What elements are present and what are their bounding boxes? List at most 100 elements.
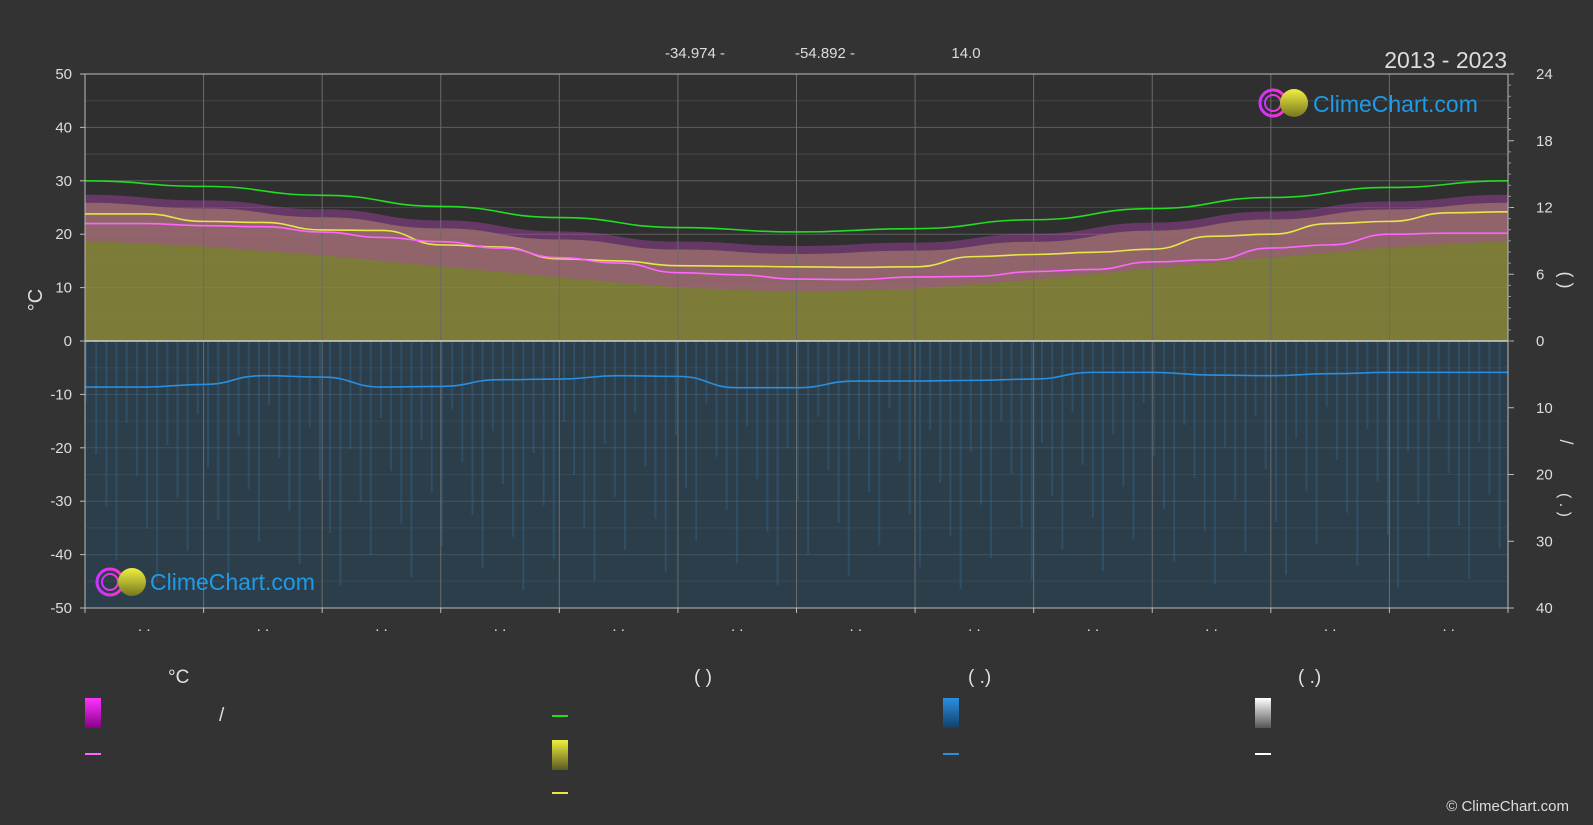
precip-daily-bar — [1285, 341, 1288, 575]
precip-daily-bar — [522, 341, 525, 590]
precip-daily-bar — [1295, 341, 1298, 438]
precip-daily-bar — [1447, 341, 1450, 473]
right-tick-label-hours: 18 — [1536, 133, 1553, 150]
precip-daily-bar — [1213, 341, 1216, 584]
legend-col2-heading: ( ) — [694, 667, 712, 688]
precip-daily-bar — [1020, 341, 1023, 527]
precip-daily-bar — [552, 341, 555, 559]
left-axis-title: °C — [25, 289, 47, 311]
precip-daily-bar — [1193, 341, 1196, 478]
precip-daily-bar — [156, 341, 159, 582]
precip-daily-bar — [471, 341, 474, 515]
precip-daily-bar — [410, 341, 413, 577]
daylight-line — [84, 180, 1509, 233]
precip-daily-bar — [1498, 341, 1501, 548]
precip-daily-bar — [1417, 341, 1420, 504]
precip-daily-bar — [1091, 341, 1094, 518]
precip-daily-bar — [898, 341, 901, 461]
logo-top-right: ClimeChart.com — [1258, 88, 1478, 118]
precip-daily-bar — [461, 341, 464, 462]
precip-daily-bar — [1468, 341, 1471, 579]
precip-daily-bar — [135, 341, 138, 476]
precip-daily-bar — [1274, 341, 1277, 522]
precip-daily-bar — [420, 341, 423, 440]
logo-sun-icon — [118, 568, 146, 596]
copyright: © ClimeChart.com — [1446, 798, 1569, 815]
legend-col4-heading: ( .) — [1298, 667, 1321, 688]
left-tick-label: 40 — [55, 119, 72, 136]
precip-daily-bar — [725, 341, 728, 510]
precip-daily-bar — [237, 341, 240, 436]
temp-mean-line — [85, 222, 1508, 281]
month-label: . . — [1324, 618, 1337, 635]
precip-daily-bar — [1366, 341, 1369, 429]
legend-sunshine-mean-swatch — [552, 792, 568, 794]
precip-daily-bar — [1203, 341, 1206, 531]
logo-sun-icon — [1280, 89, 1308, 117]
precip-daily-bar — [624, 341, 627, 550]
precip-daily-bar — [939, 341, 942, 483]
precip-daily-bar — [379, 341, 382, 418]
precip-daily-bar — [400, 341, 403, 524]
left-tick-label: -20 — [50, 440, 72, 457]
precip-line — [85, 371, 1508, 389]
right-tick-label-precip: 40 — [1536, 600, 1553, 617]
sunshine-line — [85, 210, 1509, 269]
month-label: . . — [731, 618, 744, 635]
left-tick-label: -50 — [50, 600, 72, 617]
precip-daily-bar — [207, 341, 210, 467]
right-axis-title-lower: ( . ) — [1556, 493, 1573, 517]
precip-daily-bar — [1356, 341, 1359, 566]
year-range: 2013 - 2023 — [1384, 47, 1507, 73]
precip-daily-bar — [583, 341, 586, 528]
precip-daily-bar — [868, 341, 871, 492]
precip-daily-bar — [1244, 341, 1247, 553]
precip-daily-bar — [440, 341, 443, 546]
precip-daily-bar — [613, 341, 616, 497]
precip-daily-bar — [654, 341, 657, 519]
precip-daily-bar — [918, 341, 921, 567]
precip-daily-bar — [105, 341, 108, 507]
precip-daily-bar — [1457, 341, 1460, 526]
precip-daily-bar — [491, 341, 494, 431]
precip-daily-bar — [481, 341, 484, 568]
logo-bottom-left: ClimeChart.com — [95, 567, 315, 597]
precip-daily-bar — [1386, 341, 1389, 535]
precip-daily-bar — [562, 341, 565, 422]
precip-daily-bar — [1234, 341, 1237, 500]
precip-daily-bar — [1102, 341, 1104, 571]
precip-daily-bar — [847, 341, 850, 576]
legend-daylight-swatch — [552, 715, 568, 717]
precip-daily-bar — [1376, 341, 1379, 482]
month-label: . . — [138, 618, 151, 635]
precip-daily-bar — [766, 341, 769, 532]
precip-daily-bar — [1132, 341, 1135, 540]
precip-daily-bar — [1264, 341, 1267, 469]
legend-precip-swatch — [943, 698, 959, 728]
precip-daily-bar — [1173, 341, 1176, 562]
precip-daily-bar — [1396, 341, 1399, 588]
left-tick-label: 10 — [55, 280, 72, 297]
month-label: . . — [1442, 618, 1455, 635]
precip-daily-bar — [227, 341, 230, 573]
precip-daily-bar — [1040, 341, 1043, 443]
elevation-label: 14.0 — [951, 45, 980, 62]
precip-daily-bar — [1152, 341, 1155, 456]
precip-daily-bar — [837, 341, 840, 523]
precip-daily-bar — [329, 341, 332, 533]
precip-daily-bar — [603, 341, 606, 444]
precip-daily-bar — [186, 341, 189, 551]
precip-daily-bar — [593, 341, 596, 581]
precip-daily-bar — [512, 341, 515, 537]
precip-daily-bar — [115, 341, 118, 560]
precip-daily-bar — [796, 341, 799, 501]
precip-daily-bar — [735, 341, 738, 563]
precip-daily-bar — [1488, 341, 1491, 495]
precip-daily-bar — [776, 341, 779, 585]
precip-daily-bar — [644, 341, 647, 466]
right-tick-label-hours: 0 — [1536, 333, 1544, 350]
precip-daily-bar — [278, 341, 281, 458]
precip-daily-bar — [959, 341, 962, 589]
legend-snow-swatch — [1255, 698, 1271, 728]
right-axis-title-lower-slash: / — [1556, 439, 1576, 444]
